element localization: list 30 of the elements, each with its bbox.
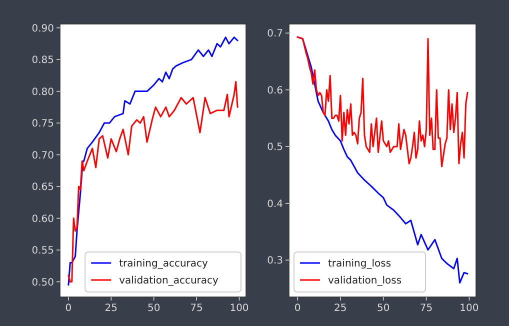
y-tick-label: 0.90 [32,23,54,34]
y-tick-label: 0.55 [32,246,54,257]
y-tick-label: 0.75 [32,118,54,130]
x-tick-label: 100 [460,303,479,314]
y-tick-label: 0.85 [32,55,54,66]
y-tick-label: 0.80 [32,86,54,98]
x-tick-label: 100 [230,303,249,314]
y-tick-label: 0.5 [267,142,283,154]
x-tick-label: 75 [190,303,203,314]
line-series [296,36,468,168]
y-tick-label: 0.3 [267,256,283,267]
y-tick-label: 0.65 [32,182,54,194]
y-tick-label: 0.6 [267,85,283,96]
x-tick-label: 0 [65,303,72,314]
y-tick-label: 0.7 [267,28,283,40]
legend-label: validation_loss [328,276,402,286]
y-tick-label: 0.4 [267,198,283,210]
x-tick-label: 50 [147,303,160,314]
legend-label: training_loss [328,258,392,270]
x-tick-label: 75 [420,303,433,314]
y-tick-label: 0.70 [32,150,54,162]
line-series [68,36,238,286]
x-tick-label: 25 [334,303,347,314]
x-tick-label: 0 [294,303,301,314]
x-tick-label: 25 [104,303,118,314]
y-tick-label: 0.60 [32,214,54,225]
legend-label: training_accuracy [119,258,208,270]
legend-label: validation_accuracy [119,276,219,286]
x-tick-label: 50 [376,303,390,314]
y-tick-label: 0.50 [32,277,54,288]
